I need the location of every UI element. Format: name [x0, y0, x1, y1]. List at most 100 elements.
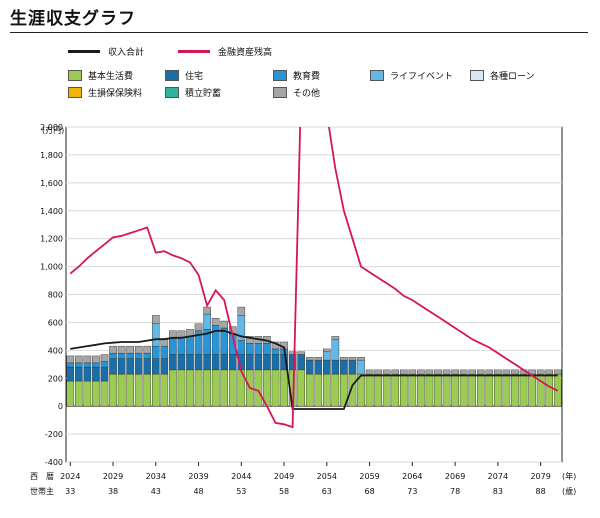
y-tick-label: 1,400 [40, 207, 63, 216]
bar-segment [75, 380, 83, 407]
bar-segment [66, 366, 75, 382]
bar-segment [194, 369, 203, 407]
bar-segment [160, 345, 169, 359]
bar-segment [126, 358, 134, 375]
bar-segment [152, 345, 160, 359]
bar-segment [323, 348, 331, 352]
bar-segment [382, 373, 391, 407]
bar-segment [476, 369, 485, 375]
bar-segment [126, 352, 134, 359]
x-row2-unit: (歳) [562, 486, 576, 496]
bar-segment [220, 320, 228, 329]
legend-savings-label: 積立貯蓄 [185, 89, 222, 99]
bar-segment [323, 359, 331, 375]
y-tick-label: 1,200 [40, 235, 63, 244]
series-lines [69, 127, 559, 429]
bar-segment [271, 369, 280, 407]
x-row1-unit: (年) [562, 471, 576, 481]
y-tick-label: 200 [48, 374, 63, 383]
bar-segment [186, 369, 194, 407]
bar-segment [374, 369, 382, 375]
y-tick-label: -400 [45, 458, 63, 467]
bar-segment [305, 357, 314, 361]
bar-segment [186, 354, 194, 371]
bar-segment [545, 369, 553, 375]
bar-segment [143, 373, 152, 407]
year-tick-label: 2079 [530, 472, 550, 481]
legend-insurance: 生損保保険料 [68, 86, 142, 99]
bar-segment [237, 306, 246, 316]
age-tick-label: 88 [536, 487, 546, 496]
bar-segment [211, 318, 220, 326]
year-tick-label: 2059 [359, 472, 379, 481]
bar-segment [314, 359, 323, 375]
legend-basic-label: 基本生活費 [88, 72, 134, 82]
bar-segment [237, 340, 246, 355]
bar-segment [305, 373, 314, 407]
bar-segment [134, 358, 143, 375]
legend-basic-swatch [68, 70, 82, 81]
bar-segment [459, 373, 468, 407]
bar-segment [177, 369, 186, 407]
bar-segment [297, 354, 305, 371]
year-tick-label: 2024 [60, 472, 80, 481]
bar-segment [83, 380, 92, 407]
bar-segment [425, 373, 434, 407]
bar-segment [519, 373, 528, 407]
bar-segment [408, 373, 417, 407]
legend-assets-label: 金融資産残高 [218, 48, 273, 58]
bar-segment [494, 373, 502, 407]
bar-segment [314, 357, 323, 361]
y-tick-label: 400 [48, 346, 63, 355]
y-tick-label: 0 [58, 402, 63, 411]
bar-segment [545, 373, 553, 407]
bar-segment [169, 337, 177, 355]
bar-segment [66, 380, 75, 407]
legend-other: その他 [273, 86, 320, 99]
legend-housing-swatch [165, 70, 179, 81]
age-tick-label: 73 [407, 487, 417, 496]
income-line [70, 329, 558, 410]
legend-housing: 住宅 [165, 69, 203, 82]
bar-segment [340, 357, 348, 361]
bar-segment [66, 362, 75, 368]
bar-segment [117, 373, 126, 407]
bar-segment [451, 369, 459, 375]
legend-other-label: その他 [293, 89, 321, 99]
legend-savings: 積立貯蓄 [165, 86, 221, 99]
age-tick-label: 58 [279, 487, 289, 496]
bar-segment [109, 358, 117, 375]
bar-segment [75, 355, 83, 364]
bar-segment [211, 354, 220, 371]
year-tick-label: 2044 [231, 472, 251, 481]
age-tick-label: 83 [493, 487, 503, 496]
bar-segment [485, 373, 494, 407]
bar-segment [134, 345, 143, 354]
bar-segment [152, 315, 160, 325]
bar-segment [66, 355, 75, 364]
age-tick-label: 38 [108, 487, 118, 496]
legend-assets-swatch [178, 50, 210, 53]
bar-segment [75, 362, 83, 368]
bar-segment [365, 373, 374, 407]
bar-segment [152, 323, 160, 347]
year-tick-label: 2069 [445, 472, 465, 481]
bar-segment [442, 369, 451, 375]
y-axis-unit: (万円) [42, 126, 64, 135]
bar-segment [246, 343, 254, 355]
bar-segment [502, 373, 511, 407]
age-tick-label: 43 [151, 487, 161, 496]
bar-segment [494, 369, 502, 375]
x-axis-ticks: 2024 33 2029 38 2034 43 2039 48 2044 53 2049 58 2054… [60, 462, 551, 496]
bar-segment [323, 373, 331, 407]
bar-segment [553, 369, 562, 375]
bar-segment [468, 373, 476, 407]
legend-income: 収入合計 [68, 45, 144, 58]
bar-segment [297, 369, 305, 407]
bar-segment [271, 354, 280, 371]
bar-segment [323, 351, 331, 361]
bar-segment [331, 338, 340, 361]
bar-segment [357, 357, 365, 361]
bar-segment [75, 366, 83, 382]
